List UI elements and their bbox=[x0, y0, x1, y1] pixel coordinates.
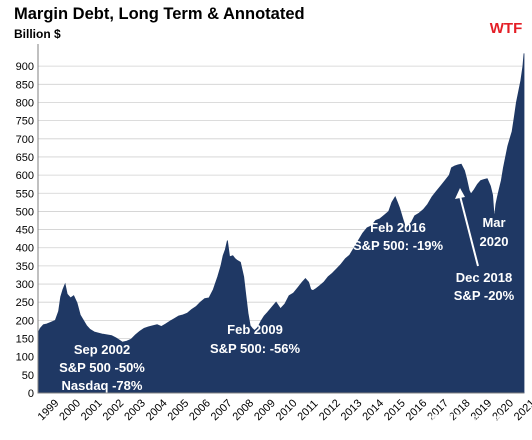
y-axis-label: Billion $ bbox=[14, 27, 61, 41]
annotation-0-line-2: Nasdaq -78% bbox=[62, 378, 143, 393]
annotation-3-line-1: S&P -20% bbox=[454, 288, 515, 303]
y-tick-label-800: 800 bbox=[16, 97, 34, 109]
annotation-3: Dec 2018 S&P -20% bbox=[454, 270, 515, 303]
annotation-5: WTF bbox=[490, 20, 522, 37]
watermark-text: 搜狐号@老虎 bbox=[428, 413, 506, 428]
y-tick-label-850: 850 bbox=[16, 79, 34, 91]
annotation-5-line-0: WTF bbox=[490, 20, 522, 37]
y-tick-label-900: 900 bbox=[16, 61, 34, 73]
annotation-1-line-1: S&P 500: -56% bbox=[210, 341, 301, 356]
y-tick-label-700: 700 bbox=[16, 134, 34, 146]
y-tick-label-550: 550 bbox=[16, 188, 34, 200]
annotation-0-line-1: S&P 500 -50% bbox=[59, 360, 145, 375]
y-tick-label-450: 450 bbox=[16, 225, 34, 237]
y-tick-label-150: 150 bbox=[16, 334, 34, 346]
annotation-arrow-shaft bbox=[459, 195, 479, 267]
annotation-1-line-0: Feb 2009 bbox=[227, 322, 283, 337]
y-tick-label-250: 250 bbox=[16, 297, 34, 309]
y-tick-label-100: 100 bbox=[16, 352, 34, 364]
y-tick-label-750: 750 bbox=[16, 116, 34, 128]
annotation-3-line-0: Dec 2018 bbox=[456, 270, 512, 285]
annotation-4-line-0: Mar bbox=[482, 215, 505, 230]
y-tick-label-200: 200 bbox=[16, 315, 34, 327]
annotation-2-line-1: S&P 500: -19% bbox=[353, 238, 444, 253]
annotation-0-line-0: Sep 2002 bbox=[74, 342, 130, 357]
y-tick-label-600: 600 bbox=[16, 170, 34, 182]
annotation-1: Feb 2009 S&P 500: -56% bbox=[210, 322, 301, 356]
annotation-2: Feb 2016 S&P 500: -19% bbox=[353, 220, 444, 253]
y-tick-label-300: 300 bbox=[16, 279, 34, 291]
annotations: Sep 2002 S&P 500 -50% Nasdaq -78% Feb 2009 S… bbox=[59, 20, 522, 393]
area-series bbox=[37, 53, 525, 394]
annotation-arrow-head bbox=[455, 188, 465, 199]
y-tick-label-350: 350 bbox=[16, 261, 34, 273]
y-tick-label-50: 50 bbox=[22, 370, 34, 382]
y-tick-label-400: 400 bbox=[16, 243, 34, 255]
y-tick-label-0: 0 bbox=[28, 388, 34, 400]
chart-title: Margin Debt, Long Term & Annotated bbox=[14, 5, 305, 23]
y-tick-label-500: 500 bbox=[16, 206, 34, 218]
y-tick-label-650: 650 bbox=[16, 152, 34, 164]
annotation-2-line-0: Feb 2016 bbox=[370, 220, 426, 235]
annotation-4: Mar 2020 bbox=[480, 215, 509, 249]
margin-debt-area bbox=[37, 53, 525, 394]
annotation-4-line-1: 2020 bbox=[480, 234, 509, 249]
annotation-0: Sep 2002 S&P 500 -50% Nasdaq -78% bbox=[59, 342, 145, 393]
